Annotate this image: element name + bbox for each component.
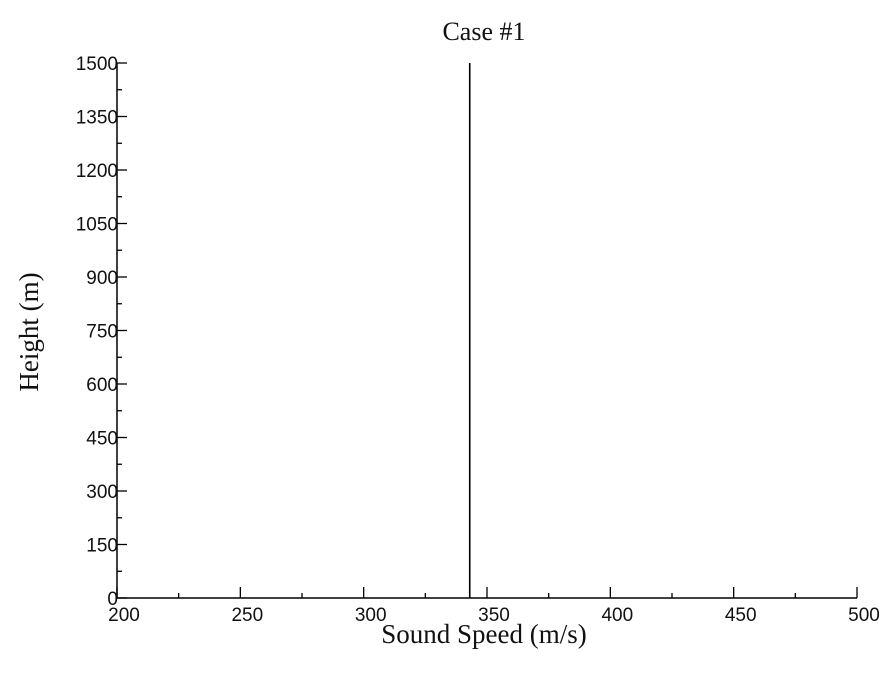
x-tick-label: 350 bbox=[478, 605, 510, 626]
y-tick-label: 750 bbox=[86, 322, 118, 343]
x-tick-label: 200 bbox=[108, 605, 140, 626]
y-axis-label: Height (m) bbox=[14, 272, 44, 391]
x-axis-label: Sound Speed (m/s) bbox=[381, 619, 587, 649]
x-tick-label: 400 bbox=[601, 605, 633, 626]
axes bbox=[116, 63, 857, 599]
y-tick-label: 900 bbox=[86, 268, 118, 289]
y-tick-label: 1500 bbox=[76, 54, 118, 75]
y-tick-label: 450 bbox=[86, 429, 118, 450]
chart-title: Case #1 bbox=[442, 17, 525, 46]
y-tick-label: 0 bbox=[107, 589, 118, 610]
y-tick-label: 150 bbox=[86, 536, 118, 557]
x-tick-label: 500 bbox=[848, 605, 880, 626]
x-tick-label: 250 bbox=[231, 605, 263, 626]
y-tick-label: 600 bbox=[86, 375, 118, 396]
y-tick-label: 1200 bbox=[76, 161, 118, 182]
y-tick-label: 1050 bbox=[76, 215, 118, 236]
x-tick-label: 300 bbox=[355, 605, 387, 626]
x-tick-label: 450 bbox=[725, 605, 757, 626]
y-axis-ticks: 0 150 300 450 600 750 900 1050 1200 1350 1500 bbox=[76, 54, 127, 610]
y-tick-label: 300 bbox=[86, 482, 118, 503]
y-tick-label: 1350 bbox=[76, 108, 118, 129]
x-axis-ticks: 200 250 300 350 400 450 500 bbox=[108, 587, 880, 626]
